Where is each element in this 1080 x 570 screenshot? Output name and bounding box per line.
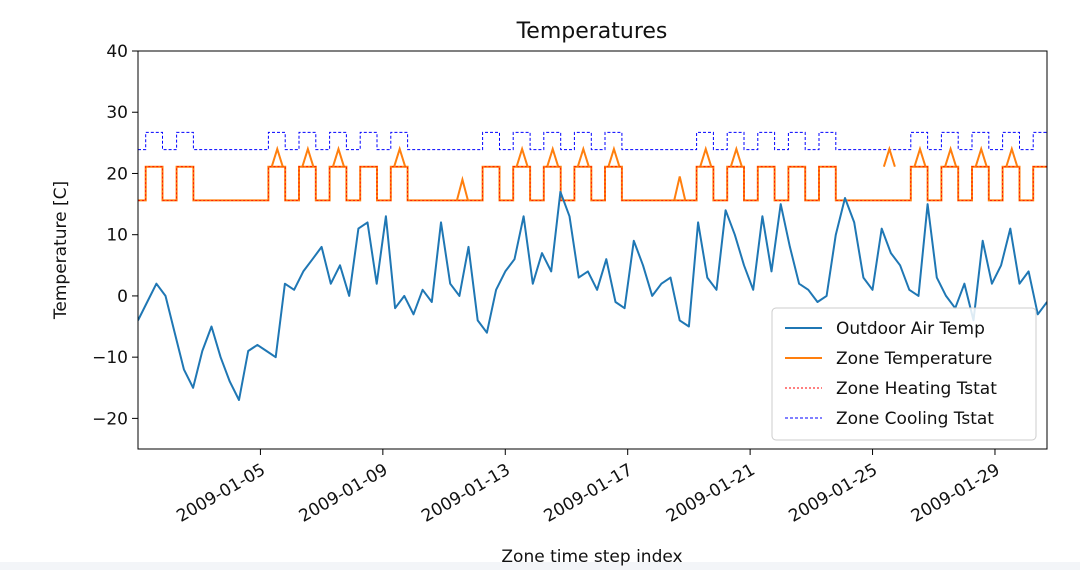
x-axis-ticks: 2009-01-05 2009-01-09 2009-01-13 2009-01-17…: [173, 449, 1003, 527]
x-tick-label: 2009-01-09: [296, 460, 392, 527]
zone-temperature-peak: [576, 145, 590, 168]
legend-label-zone-heating-tstat: Zone Heating Tstat: [836, 379, 997, 399]
x-tick-label: 2009-01-17: [541, 460, 637, 527]
x-axis-label: Zone time step index: [501, 547, 682, 567]
legend-label-outdoor-air-temp: Outdoor Air Temp: [836, 319, 985, 339]
zone-temperature-peak: [301, 145, 315, 168]
y-tick-label: 30: [106, 103, 128, 123]
y-tick-label: 40: [106, 42, 128, 62]
y-tick-label: 20: [106, 164, 128, 184]
y-tick-label: 10: [106, 226, 128, 246]
zone-temperature-peak: [546, 145, 560, 168]
zone-temperature-peak: [699, 145, 713, 168]
x-tick-label: 2009-01-13: [418, 460, 514, 527]
zone-temperature-peak: [1005, 145, 1019, 168]
series-zone-cooling-tstat: [138, 131, 1047, 151]
x-tick-label: 2009-01-05: [173, 460, 269, 527]
series-zone-heating-tstat: [138, 166, 1047, 201]
chart-title: Temperatures: [516, 19, 668, 44]
zone-temperature-peak: [944, 145, 958, 168]
y-axis-ticks: −20 −10 0 10 20 30 40: [92, 42, 138, 429]
legend-box: [771, 307, 1037, 441]
legend-label-zone-cooling-tstat: Zone Cooling Tstat: [836, 409, 994, 429]
zone-temperature-peak: [974, 145, 988, 168]
zone-temperature-peak: [455, 175, 469, 201]
zone-temperature-peak: [332, 145, 345, 168]
series-outdoor-air-temp: [138, 190, 1047, 401]
x-tick-label: 2009-01-29: [908, 460, 1004, 527]
x-tick-label: 2009-01-25: [785, 460, 881, 527]
zone-temperature-peak: [607, 145, 621, 168]
window-bottom-band: [0, 562, 1080, 570]
y-tick-label: 0: [117, 287, 128, 307]
y-tick-label: −20: [92, 409, 128, 429]
plot-frame: [137, 50, 1048, 450]
zone-temperature-peak: [882, 145, 896, 168]
x-tick-label: 2009-01-21: [663, 460, 759, 527]
legend-label-zone-temperature: Zone Temperature: [836, 349, 992, 369]
zone-temperature-peak: [515, 145, 529, 168]
zone-temperature-peak: [270, 145, 284, 168]
y-tick-label: −10: [92, 348, 128, 368]
zone-temperature-peak: [729, 145, 743, 168]
zone-temperature-peak: [393, 145, 407, 168]
zone-temperature-peak: [673, 176, 687, 201]
legend: Outdoor Air Temp Zone Temperature Zone H…: [771, 307, 1037, 441]
zone-temperature-peak: [913, 145, 927, 168]
y-axis-label: Temperature [C]: [51, 181, 71, 320]
